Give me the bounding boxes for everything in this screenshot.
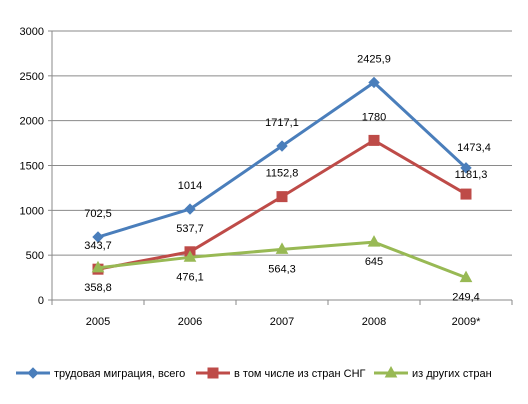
legend-label: трудовая миграция, всего	[54, 368, 185, 380]
x-tick-label: 2006	[178, 316, 202, 328]
y-tick-label: 2500	[20, 71, 44, 83]
legend-marker	[208, 368, 218, 378]
legend: трудовая миграция, всего в том числе из с…	[16, 367, 492, 380]
y-tick-label: 3000	[20, 26, 44, 38]
y-tick-label: 1500	[20, 161, 44, 173]
y-tick-label: 0	[38, 295, 44, 307]
y-tick-label: 1000	[20, 205, 44, 217]
data-label: 1473,4	[457, 142, 491, 154]
data-label: 358,8	[84, 282, 112, 294]
data-label: 1780	[362, 111, 386, 123]
x-tick-label: 2005	[86, 316, 110, 328]
data-label: 1181,3	[455, 169, 488, 181]
data-label: 564,3	[268, 263, 296, 275]
data-label: 645	[365, 256, 383, 268]
data-label: 343,7	[84, 240, 112, 252]
x-tick-label: 2009*	[452, 316, 481, 328]
x-axis-ticks: 2005 2006 2007 2008 2009*	[52, 300, 512, 328]
y-tick-label: 500	[26, 250, 44, 262]
legend-label: из других стран	[412, 368, 492, 380]
legend-marker	[28, 368, 38, 378]
data-point	[277, 192, 287, 202]
data-labels: 702,5 1014 1717,1 2425,9 1473,4 343,7 537,7 115…	[84, 53, 491, 303]
legend-label: в том числе из стран СНГ	[234, 368, 366, 380]
legend-entry-1: трудовая миграция, всего	[16, 368, 185, 380]
legend-entry-2: в том числе из стран СНГ	[196, 368, 366, 380]
data-label: 1014	[178, 180, 202, 192]
data-label: 249,4	[452, 292, 480, 304]
data-point	[461, 189, 471, 199]
x-tick-label: 2007	[270, 316, 294, 328]
data-label: 2425,9	[357, 53, 391, 65]
data-label: 1152,8	[266, 168, 299, 180]
series-line	[98, 82, 466, 237]
data-label: 702,5	[84, 208, 112, 220]
y-tick-label: 2000	[20, 116, 44, 128]
x-tick-label: 2008	[362, 316, 386, 328]
data-label: 537,7	[176, 223, 204, 235]
data-label: 476,1	[176, 271, 204, 283]
series-1	[93, 77, 471, 242]
legend-entry-3: из других стран	[374, 367, 492, 380]
y-axis-ticks: 0 500 1000 1500 2000 2500 3000	[20, 26, 52, 307]
data-label: 1717,1	[265, 117, 299, 129]
data-point	[369, 135, 379, 145]
